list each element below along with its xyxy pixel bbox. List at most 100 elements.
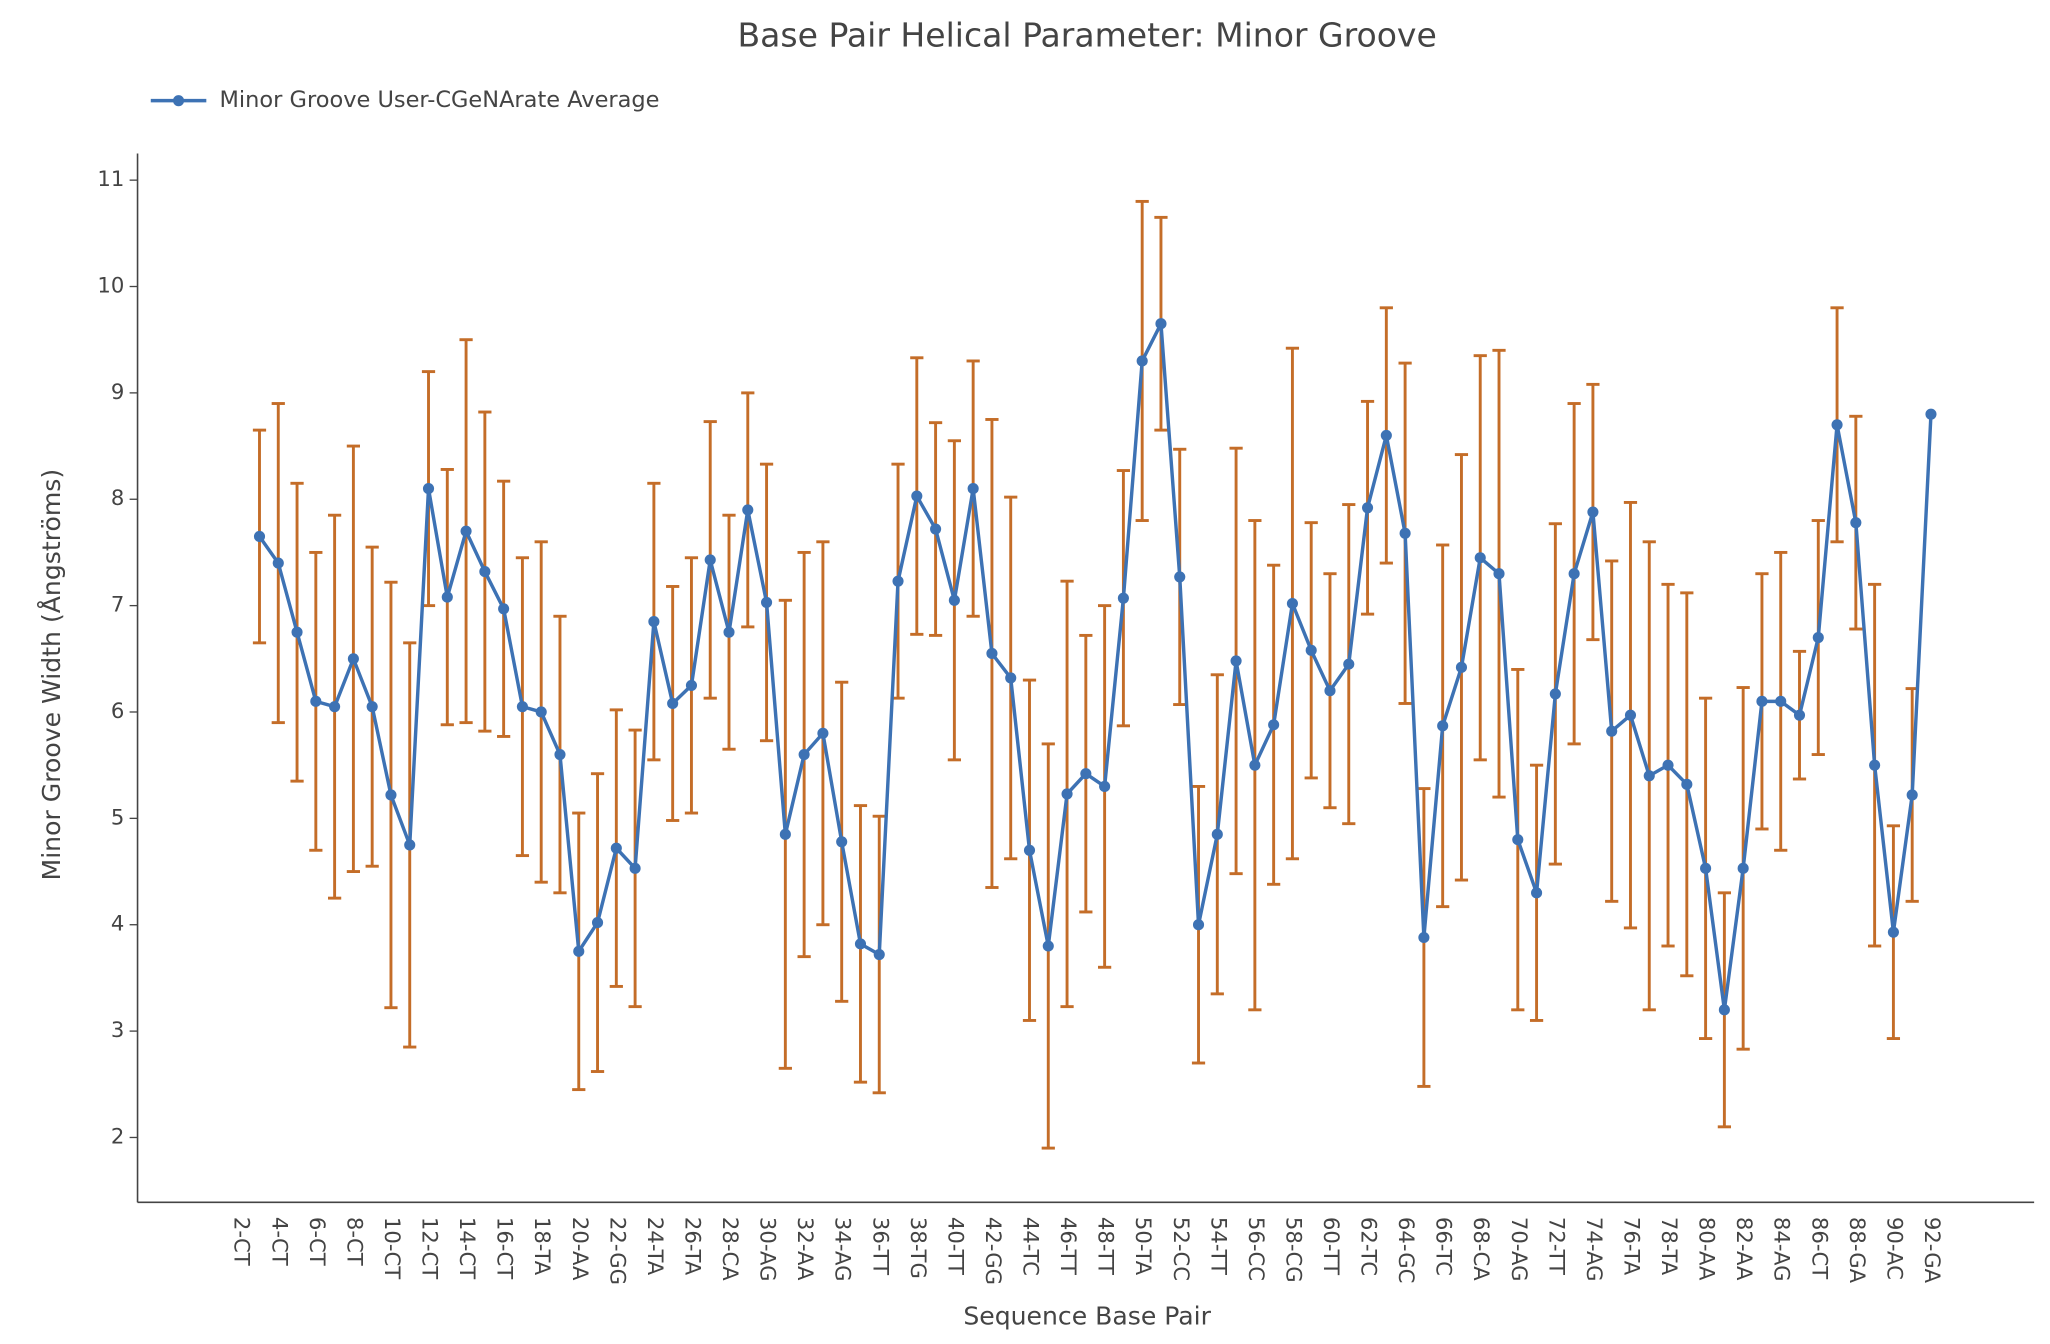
point [1155, 318, 1167, 330]
point [1192, 919, 1205, 931]
point [1812, 631, 1824, 644]
y-axis-label: Minor Groove Width (Ångströms) [37, 469, 66, 881]
point [854, 938, 867, 950]
x-tick-label: 10-CT [380, 1217, 405, 1279]
x-tick-label: 40-TT [943, 1217, 968, 1275]
point [516, 701, 528, 713]
point [1380, 429, 1392, 441]
x-tick-label: 38-TG [906, 1217, 931, 1279]
point [1793, 709, 1806, 721]
point [704, 554, 716, 566]
x-tick-label: 68-CA [1469, 1217, 1494, 1281]
x-tick-label: 78-TA [1657, 1217, 1682, 1276]
point [1606, 725, 1618, 737]
point [1230, 655, 1242, 667]
x-tick-label: 26-TA [680, 1217, 705, 1276]
point [1512, 834, 1524, 846]
x-tick-label: 70-AG [1507, 1217, 1532, 1282]
point [498, 603, 510, 615]
x-tick-label: 72-TT [1544, 1217, 1569, 1275]
x-tick-label: 28-CA [718, 1217, 743, 1281]
y-tick-label: 3 [111, 1017, 124, 1042]
point [591, 917, 604, 929]
y-tick-label: 7 [111, 592, 124, 617]
x-tick-label: 66-TC [1432, 1217, 1457, 1276]
x-tick-label: 88-GA [1845, 1217, 1870, 1284]
x-tick-label: 16-CT [493, 1217, 518, 1279]
point [873, 948, 885, 961]
series-line [258, 317, 1933, 1011]
point [911, 490, 923, 502]
point [1249, 759, 1261, 771]
point [1324, 685, 1336, 697]
x-tick-label: 84-AG [1770, 1217, 1795, 1282]
x-tick-label: 76-TA [1619, 1217, 1644, 1276]
point [1681, 778, 1693, 790]
point [817, 727, 829, 739]
point [836, 836, 848, 848]
point [479, 566, 491, 578]
x-tick-label: 60-TT [1319, 1217, 1344, 1275]
point [948, 594, 960, 606]
y-tick-label: 8 [111, 485, 124, 510]
point [554, 748, 566, 761]
point [723, 626, 735, 638]
legend-marker [172, 95, 185, 107]
point [930, 523, 942, 535]
point [1023, 844, 1036, 856]
point [1531, 887, 1543, 899]
point [1869, 759, 1881, 771]
point [1286, 597, 1298, 610]
point [1399, 527, 1411, 539]
y-tick-label: 10 [97, 273, 124, 298]
point [1117, 592, 1129, 604]
point [1718, 1004, 1730, 1016]
point [1174, 571, 1186, 583]
point [1756, 695, 1768, 707]
point [385, 789, 397, 801]
x-tick-label: 2-CT [230, 1217, 255, 1266]
point [1455, 661, 1468, 673]
point [1042, 940, 1054, 952]
point [1549, 688, 1561, 700]
point [329, 701, 341, 713]
point [404, 839, 416, 851]
x-tick-label: 20-AA [568, 1217, 593, 1281]
legend-label: Minor Groove User-CGeNArate Average [220, 87, 660, 113]
x-tick-label: 58-CG [1281, 1217, 1306, 1283]
point [1493, 568, 1505, 580]
x-tick-label: 6-CT [305, 1217, 330, 1266]
point [1568, 568, 1580, 580]
point [610, 842, 622, 854]
point [1474, 552, 1486, 564]
point [460, 525, 472, 537]
point [1737, 862, 1749, 874]
point [986, 647, 998, 660]
point [441, 591, 453, 603]
point [1662, 759, 1674, 771]
x-tick-label: 24-TA [643, 1217, 668, 1276]
point [1343, 658, 1355, 670]
point [967, 483, 979, 495]
point [1587, 506, 1599, 518]
x-tick-label: 50-TA [1131, 1217, 1156, 1276]
x-tick-label: 14-CT [455, 1217, 480, 1279]
point [1268, 719, 1280, 731]
x-tick-label: 74-AG [1582, 1217, 1607, 1282]
point [272, 557, 284, 569]
x-tick-label: 54-TT [1206, 1217, 1231, 1275]
point [535, 706, 547, 718]
point [892, 575, 904, 587]
point [422, 483, 435, 495]
point [1624, 709, 1637, 721]
point [291, 626, 303, 638]
x-tick-label: 52-CC [1169, 1217, 1194, 1281]
point [310, 695, 322, 707]
point [798, 748, 810, 761]
point [742, 504, 754, 516]
point [667, 697, 679, 710]
x-tick-label: 42-GG [981, 1217, 1006, 1285]
point [1700, 862, 1712, 874]
point [629, 862, 641, 874]
point [573, 945, 585, 957]
